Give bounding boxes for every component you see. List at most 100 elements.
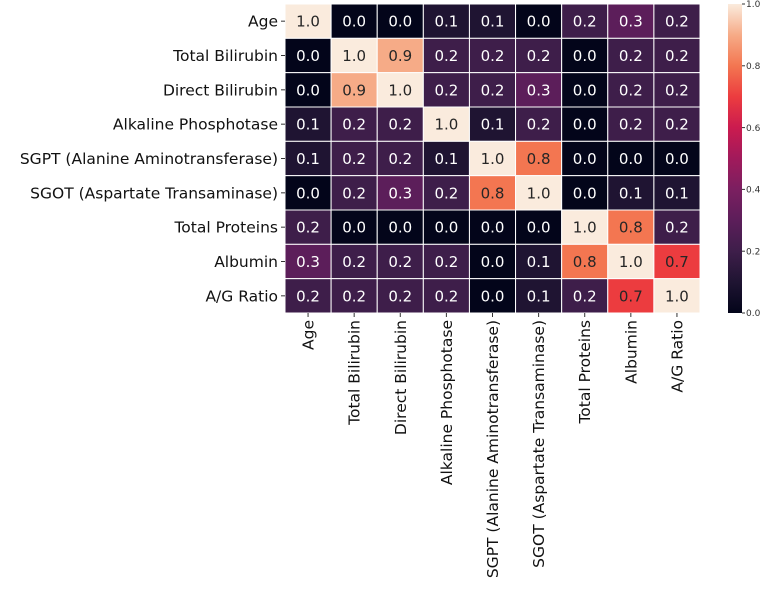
heatmap-cell	[330, 3, 378, 39]
y-tick-label: A/G Ratio	[205, 287, 278, 305]
cell-annotation: 0.9	[388, 47, 412, 65]
heatmap-cell	[468, 37, 517, 74]
cell-annotation: 0.2	[481, 47, 505, 65]
cell-annotation: 1.0	[619, 253, 643, 271]
heatmap-cell	[422, 243, 470, 280]
cell-annotation: 0.2	[388, 287, 412, 305]
heatmap-cell	[561, 37, 609, 74]
cell-annotation: 0.1	[665, 184, 689, 202]
heatmap-cell	[330, 278, 378, 314]
cell-annotation: 0.0	[388, 13, 412, 31]
heatmap-cell	[468, 209, 517, 245]
cell-annotation: 0.7	[619, 287, 643, 305]
heatmap-cell	[515, 140, 563, 177]
cell-annotation: 1.0	[481, 150, 505, 168]
cell-annotation: 0.0	[573, 116, 597, 134]
heatmap-cell	[376, 175, 424, 211]
cell-annotation: 0.2	[665, 219, 689, 237]
x-tick-label: Alkaline Phosphotase	[438, 320, 456, 485]
cell-annotation: 1.0	[434, 116, 458, 134]
heatmap-cell	[468, 243, 517, 280]
cell-annotation: 1.0	[573, 219, 597, 237]
heatmap-cell	[376, 278, 424, 314]
heatmap-cell	[284, 37, 332, 74]
heatmap-cell	[515, 278, 563, 314]
heatmap-cell	[607, 3, 655, 39]
heatmap-cell	[284, 175, 332, 211]
heatmap-cell	[284, 243, 332, 280]
heatmap-cell	[515, 243, 563, 280]
cell-annotation: 0.0	[573, 81, 597, 99]
colorbar-tick-label: 0.4	[746, 186, 761, 196]
heatmap-cell	[422, 278, 470, 314]
cell-annotation: 0.7	[665, 253, 689, 271]
heatmap-cell	[284, 140, 332, 177]
colorbar-gradient	[728, 4, 742, 313]
cell-annotation: 0.2	[434, 47, 458, 65]
heatmap-cell	[376, 72, 424, 108]
cell-annotation: 0.2	[665, 13, 689, 31]
cell-annotation: 1.0	[296, 13, 320, 31]
cell-annotation: 0.3	[388, 184, 412, 202]
cell-annotation: 1.0	[527, 184, 551, 202]
x-tick-label: Total Bilirubin	[346, 320, 364, 426]
cell-annotation: 0.2	[481, 81, 505, 99]
cell-annotation: 0.1	[481, 116, 505, 134]
cell-annotation: 0.0	[481, 253, 505, 271]
cell-annotation: 0.2	[619, 116, 643, 134]
cell-annotation: 0.1	[481, 13, 505, 31]
colorbar: 0.0 0.2 0.4 0.6 0.8 1.0	[728, 0, 761, 319]
heatmap-cell	[284, 278, 332, 314]
cell-annotation: 1.0	[665, 287, 689, 305]
y-tick-label: Alkaline Phosphotase	[113, 116, 278, 134]
cell-annotation: 0.1	[619, 184, 643, 202]
heatmap-cell	[561, 278, 609, 314]
heatmap-cell	[468, 72, 517, 108]
colorbar-tick-label: 0.0	[746, 309, 761, 319]
cell-annotation: 0.0	[619, 150, 643, 168]
cell-annotation: 0.2	[665, 81, 689, 99]
heatmap-cell	[515, 3, 563, 39]
cell-annotation: 0.0	[573, 184, 597, 202]
heatmap-cell	[468, 278, 517, 314]
x-axis: Age Total Bilirubin Direct Bilirubin Alkali…	[300, 313, 686, 578]
heatmap-cell	[653, 72, 701, 108]
cell-annotation: 0.2	[527, 116, 551, 134]
cell-annotation: 0.3	[527, 81, 551, 99]
heatmap-cell	[561, 209, 609, 245]
cell-annotation: 1.0	[388, 81, 412, 99]
cell-annotation: 0.0	[573, 150, 597, 168]
cell-annotation: 0.0	[296, 184, 320, 202]
colorbar-tick-label: 0.2	[746, 247, 760, 257]
heatmap-cell	[284, 72, 332, 108]
heatmap-cell	[422, 106, 470, 142]
heatmap-cell	[376, 37, 424, 74]
cell-annotation: 0.8	[619, 219, 643, 237]
x-tick-label: Total Proteins	[576, 320, 594, 425]
y-tick-label: Direct Bilirubin	[163, 81, 278, 99]
heatmap-cell	[330, 72, 378, 108]
cell-annotation: 0.2	[434, 184, 458, 202]
cell-annotation: 0.8	[481, 184, 505, 202]
cell-annotation: 0.0	[296, 47, 320, 65]
cell-annotation: 0.2	[342, 253, 366, 271]
y-tick-label: Total Proteins	[173, 219, 278, 237]
heatmap-cell	[422, 140, 470, 177]
colorbar-tick-label: 0.8	[746, 62, 761, 72]
heatmap-cell	[284, 209, 332, 245]
colorbar-tick-label: 0.6	[746, 124, 761, 134]
cell-annotation: 0.0	[296, 81, 320, 99]
cell-annotation: 0.2	[342, 116, 366, 134]
heatmap-cell	[284, 106, 332, 142]
cell-annotation: 0.8	[573, 253, 597, 271]
heatmap-cell	[653, 175, 701, 211]
x-tick-label: Age	[300, 320, 318, 350]
cell-annotation: 0.0	[434, 219, 458, 237]
cell-annotation: 0.2	[342, 150, 366, 168]
y-tick-label: Total Bilirubin	[172, 47, 278, 65]
heatmap-cell	[561, 243, 609, 280]
cell-annotation: 0.2	[434, 287, 458, 305]
heatmap-cell	[607, 175, 655, 211]
cell-annotation: 0.1	[296, 116, 320, 134]
cell-annotation: 0.2	[527, 47, 551, 65]
